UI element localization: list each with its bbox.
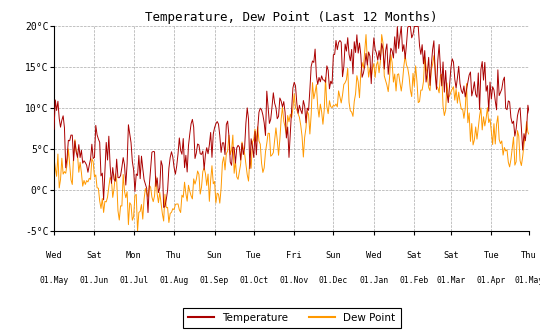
Text: Sun: Sun — [207, 251, 222, 260]
Legend: Temperature, Dew Point: Temperature, Dew Point — [183, 308, 401, 328]
Text: Tue: Tue — [483, 251, 499, 260]
Text: Sun: Sun — [326, 251, 341, 260]
Text: Sat: Sat — [407, 251, 422, 260]
Text: 01.Aug: 01.Aug — [159, 276, 189, 285]
Text: 01.Jan: 01.Jan — [359, 276, 388, 285]
Text: 01.Dec: 01.Dec — [319, 276, 348, 285]
Text: 01.Jul: 01.Jul — [119, 276, 148, 285]
Text: Thu: Thu — [521, 251, 537, 260]
Text: 01.Feb: 01.Feb — [400, 276, 429, 285]
Text: Sat: Sat — [86, 251, 103, 260]
Title: Temperature, Dew Point (Last 12 Months): Temperature, Dew Point (Last 12 Months) — [145, 11, 438, 24]
Text: Fri: Fri — [286, 251, 302, 260]
Text: 01.Oct: 01.Oct — [239, 276, 268, 285]
Text: 01.Apr: 01.Apr — [477, 276, 506, 285]
Text: 01.Nov: 01.Nov — [280, 276, 309, 285]
Text: Sat: Sat — [443, 251, 459, 260]
Text: 01.Mar: 01.Mar — [436, 276, 465, 285]
Text: Wed: Wed — [46, 251, 62, 260]
Text: Mon: Mon — [126, 251, 141, 260]
Text: Tue: Tue — [246, 251, 261, 260]
Text: Wed: Wed — [366, 251, 382, 260]
Text: Thu: Thu — [166, 251, 182, 260]
Text: 01.Sep: 01.Sep — [200, 276, 229, 285]
Text: 01.May: 01.May — [39, 276, 69, 285]
Text: 01.Jun: 01.Jun — [80, 276, 109, 285]
Text: 01.May: 01.May — [515, 276, 540, 285]
